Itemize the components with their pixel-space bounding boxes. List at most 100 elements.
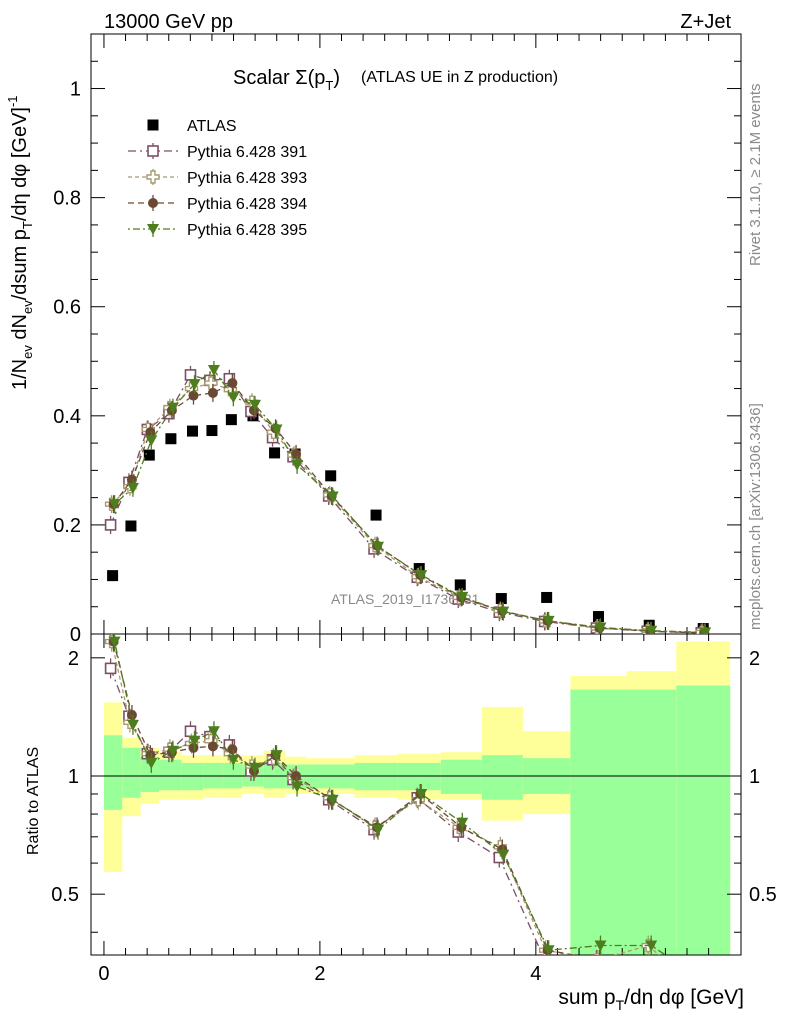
data-point-p395 — [207, 365, 220, 376]
x-tick-label: 4 — [530, 963, 541, 985]
data-point-p391 — [104, 519, 117, 531]
main-y-tick-label: 0.4 — [53, 406, 81, 428]
legend-label-p391: Pythia 6.428 391 — [187, 144, 307, 161]
ratio-point-p395 — [188, 735, 201, 747]
data-point-p395 — [415, 570, 428, 582]
ratio-point-p394 — [227, 744, 238, 755]
legend-label-atlas: ATLAS — [187, 118, 237, 135]
uncertainty-band-inner — [159, 759, 182, 791]
ratio-point-p395 — [415, 788, 428, 800]
main-y-tick-label: 0.6 — [53, 297, 81, 319]
data-point-p395 — [594, 622, 607, 634]
data-point-atlas — [125, 520, 137, 532]
data-point-p395 — [542, 615, 555, 627]
legend-marker-p391 — [147, 145, 159, 157]
ratio-point-p394 — [207, 741, 218, 752]
analysis-watermark: ATLAS_2019_I1736531 — [331, 591, 480, 607]
data-point-p394 — [227, 378, 238, 389]
chart-title: Scalar Σ(pT) — [233, 67, 340, 93]
main-series — [104, 361, 712, 634]
data-point-p394 — [188, 390, 199, 401]
data-point-atlas — [143, 449, 155, 461]
data-point-atlas — [206, 425, 218, 437]
data-point-p394 — [126, 474, 137, 485]
data-point-atlas — [165, 433, 177, 445]
data-point-atlas — [495, 593, 507, 605]
data-point-p395 — [126, 482, 139, 494]
legend-marker-atlas — [147, 119, 159, 131]
data-point-p395 — [227, 392, 240, 404]
data-point-p395 — [645, 625, 658, 634]
main-y-axis-label: 1/Nev dNev/dsum pT/dη dφ [GeV]-1 — [5, 95, 35, 390]
ratio-point-p395 — [108, 636, 121, 648]
x-tick-label: 2 — [314, 963, 325, 985]
main-y-tick-label: 0.2 — [53, 515, 81, 537]
ratio-point-p395 — [145, 757, 158, 769]
ratio-point-p395 — [326, 794, 339, 806]
ratio-point-p395 — [645, 940, 658, 952]
uncertainty-band-inner — [140, 756, 160, 793]
legend-label-p393: Pythia 6.428 393 — [187, 170, 307, 187]
data-point-p395 — [456, 591, 469, 603]
ratio-point-p393 — [594, 953, 601, 955]
ratio-point-p391 — [590, 954, 603, 955]
ratio-point-p395 — [372, 824, 385, 836]
data-point-atlas — [370, 509, 382, 521]
rivet-label: Rivet 3.1.10, ≥ 2.1M events — [747, 84, 764, 267]
ratio-point-p395 — [542, 945, 555, 955]
ratio-point-p391 — [104, 662, 117, 675]
xlabel-sub: T — [616, 997, 625, 1013]
uncertainty-band-inner — [181, 762, 204, 791]
uncertainty-band-inner — [481, 755, 523, 800]
ratio-point-p395 — [126, 719, 139, 731]
data-point-p395 — [166, 402, 179, 414]
data-point-p395 — [248, 399, 261, 411]
ratio-point-p394 — [598, 954, 601, 955]
data-point-p394 — [145, 427, 156, 438]
uncertainty-band-inner — [397, 762, 441, 791]
ratio-y-tick-label-left: 2 — [68, 648, 79, 670]
ratio-point-p391 — [642, 965, 652, 975]
data-point-atlas — [269, 447, 281, 459]
ratio-point-p394 — [291, 771, 302, 782]
ratio-point-p395 — [270, 750, 283, 762]
ratio-point-p395 — [456, 817, 469, 829]
main-y-tick-label: 0 — [70, 624, 81, 646]
title-main: Scalar Σ(p — [233, 67, 325, 89]
ratio-y-tick-label-left: 1 — [68, 766, 79, 788]
ratio-plot-frame — [90, 633, 742, 956]
uncertainty-band-inner — [440, 759, 482, 794]
x-tick-label: 0 — [98, 963, 109, 985]
ratio-point-p395 — [291, 781, 304, 793]
legend-label-p395: Pythia 6.428 395 — [187, 222, 307, 239]
ratio-point-p395 — [207, 726, 220, 738]
data-point-p395 — [188, 379, 201, 391]
data-point-atlas — [592, 611, 604, 623]
ratio-point-p394 — [188, 742, 199, 753]
header-left: 13000 GeV pp — [104, 11, 233, 33]
header-right: Z+Jet — [680, 11, 731, 33]
data-point-p395 — [108, 499, 121, 511]
data-point-atlas — [413, 563, 425, 575]
ratio-point-p395 — [497, 849, 510, 861]
uncertainty-band-inner — [103, 735, 123, 810]
legend-marker-p395 — [147, 224, 159, 235]
mcplots-label: mcplots.cern.ch [arXiv:1306.3436] — [747, 403, 764, 630]
legend-marker-p394 — [148, 198, 158, 208]
xlabel-rest: /dη dφ [GeV] — [624, 986, 744, 1009]
ratio-point-p395 — [166, 745, 179, 757]
data-point-p395 — [270, 424, 283, 436]
ratio-y-tick-label-right: 1 — [749, 766, 760, 788]
ratio-point-p395 — [594, 940, 607, 952]
legend: ATLAS Pythia 6.428 391 Pythia 6.428 393 Pyt… — [128, 118, 307, 239]
data-point-atlas — [541, 591, 553, 603]
ratio-series — [104, 634, 667, 975]
ratio-point-p395 — [248, 762, 261, 774]
data-point-atlas — [325, 470, 337, 482]
data-point-p395 — [326, 491, 339, 503]
ratio-y-tick-label-left: 0.5 — [51, 884, 79, 906]
legend-label-p394: Pythia 6.428 394 — [187, 196, 307, 213]
legend-marker-p393 — [146, 170, 160, 184]
title-sub: T — [325, 78, 333, 93]
